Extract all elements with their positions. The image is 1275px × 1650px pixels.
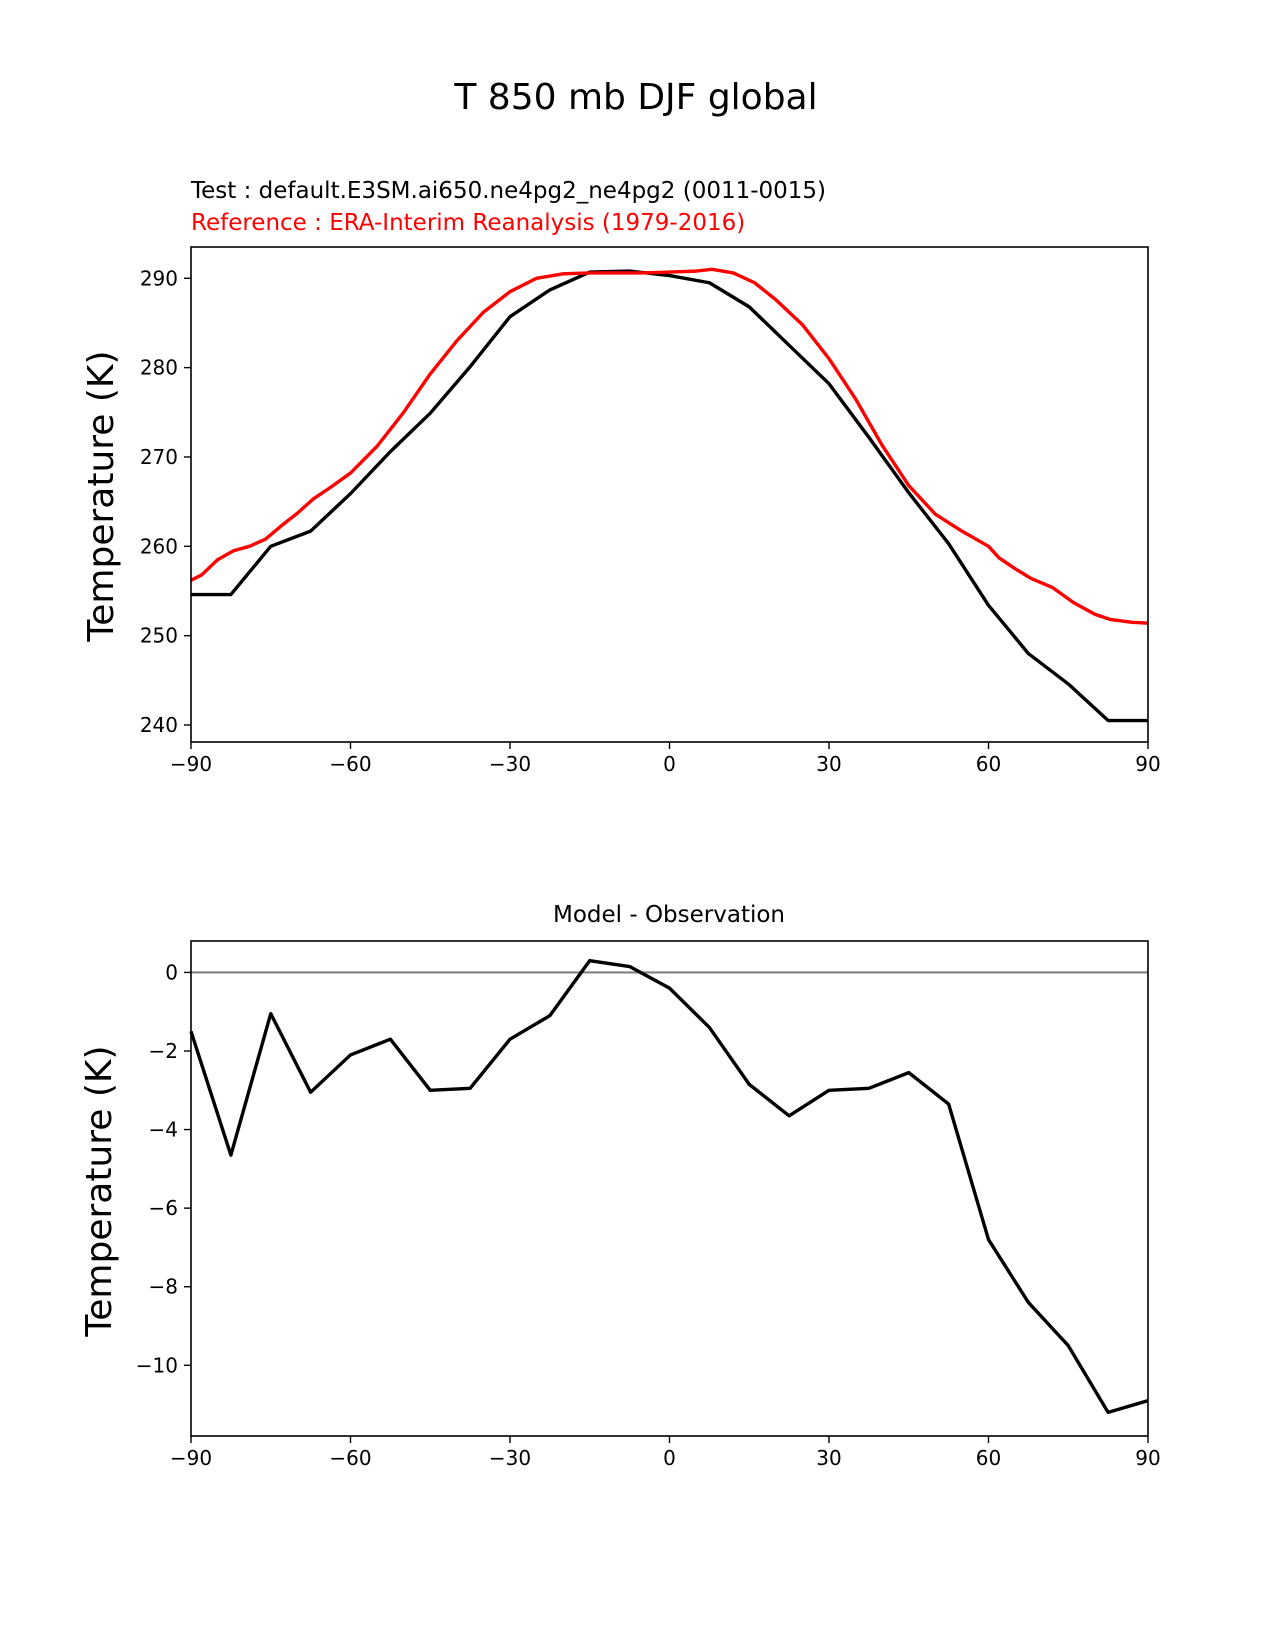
figure-title: T 850 mb DJF global [453, 77, 817, 118]
top-y-tick-label: 250 [140, 624, 178, 648]
top-axes-frame [190, 246, 1149, 743]
bottom-x-tick-label: 0 [663, 1446, 676, 1470]
top-x-tick-label: 30 [816, 752, 841, 776]
top-chart: Test : default.E3SM.ai650.ne4pg2_ne4pg2 … [81, 178, 1161, 776]
top-x-tick-label: −60 [329, 752, 371, 776]
top-x-tick-label: 0 [663, 752, 676, 776]
top-series-test-line [191, 269, 1148, 723]
bottom-y-tick-label: −10 [136, 1353, 178, 1377]
bottom-y-tick-label: −8 [149, 1275, 178, 1299]
bottom-y-tick-label: −6 [149, 1196, 178, 1220]
bottom-x-tick-label: 90 [1135, 1446, 1160, 1470]
top-y-axis-label: Temperature (K) [81, 350, 122, 642]
top-x-tick-label: −90 [170, 752, 212, 776]
top-x-tick-label: 60 [976, 752, 1001, 776]
bottom-x-tick-label: −90 [170, 1446, 212, 1470]
top-y-tick-label: 240 [140, 713, 178, 737]
bottom-x-tick-label: 30 [816, 1446, 841, 1470]
bottom-x-tick-label: −30 [489, 1446, 531, 1470]
bottom-x-tick-label: −60 [329, 1446, 371, 1470]
top-y-tick-label: 290 [140, 266, 178, 290]
top-y-tick-label: 270 [140, 445, 178, 469]
top-y-tick-label: 260 [140, 534, 178, 558]
bottom-axes-frame [190, 940, 1149, 1437]
top-x-tick-label: 90 [1135, 752, 1160, 776]
test-label: Test : default.E3SM.ai650.ne4pg2_ne4pg2 … [190, 178, 826, 204]
bottom-chart-title: Model - Observation [553, 902, 785, 928]
bottom-chart: Model - Observation Temperature (K) −90−… [79, 902, 1161, 1470]
reference-label: Reference : ERA-Interim Reanalysis (1979… [191, 210, 745, 236]
top-series-reference-line [190, 267, 1149, 625]
top-x-tick-label: −30 [489, 752, 531, 776]
top-y-tick-label: 280 [140, 356, 178, 380]
bottom-series-model-observation-line [189, 958, 1149, 1415]
bottom-plot-area: −90 −60 −30 0 30 60 90 0 −2 −4 −6 −8 −10 [136, 940, 1161, 1470]
bottom-x-tick-label: 60 [976, 1446, 1001, 1470]
top-plot-area: −90 −60 −30 0 30 60 90 240 250 260 270 280 290 [140, 246, 1161, 776]
bottom-y-tick-label: 0 [165, 960, 178, 984]
bottom-y-tick-label: −4 [149, 1118, 178, 1142]
bottom-y-tick-label: −2 [149, 1039, 178, 1063]
bottom-y-axis-label: Temperature (K) [79, 1045, 120, 1337]
